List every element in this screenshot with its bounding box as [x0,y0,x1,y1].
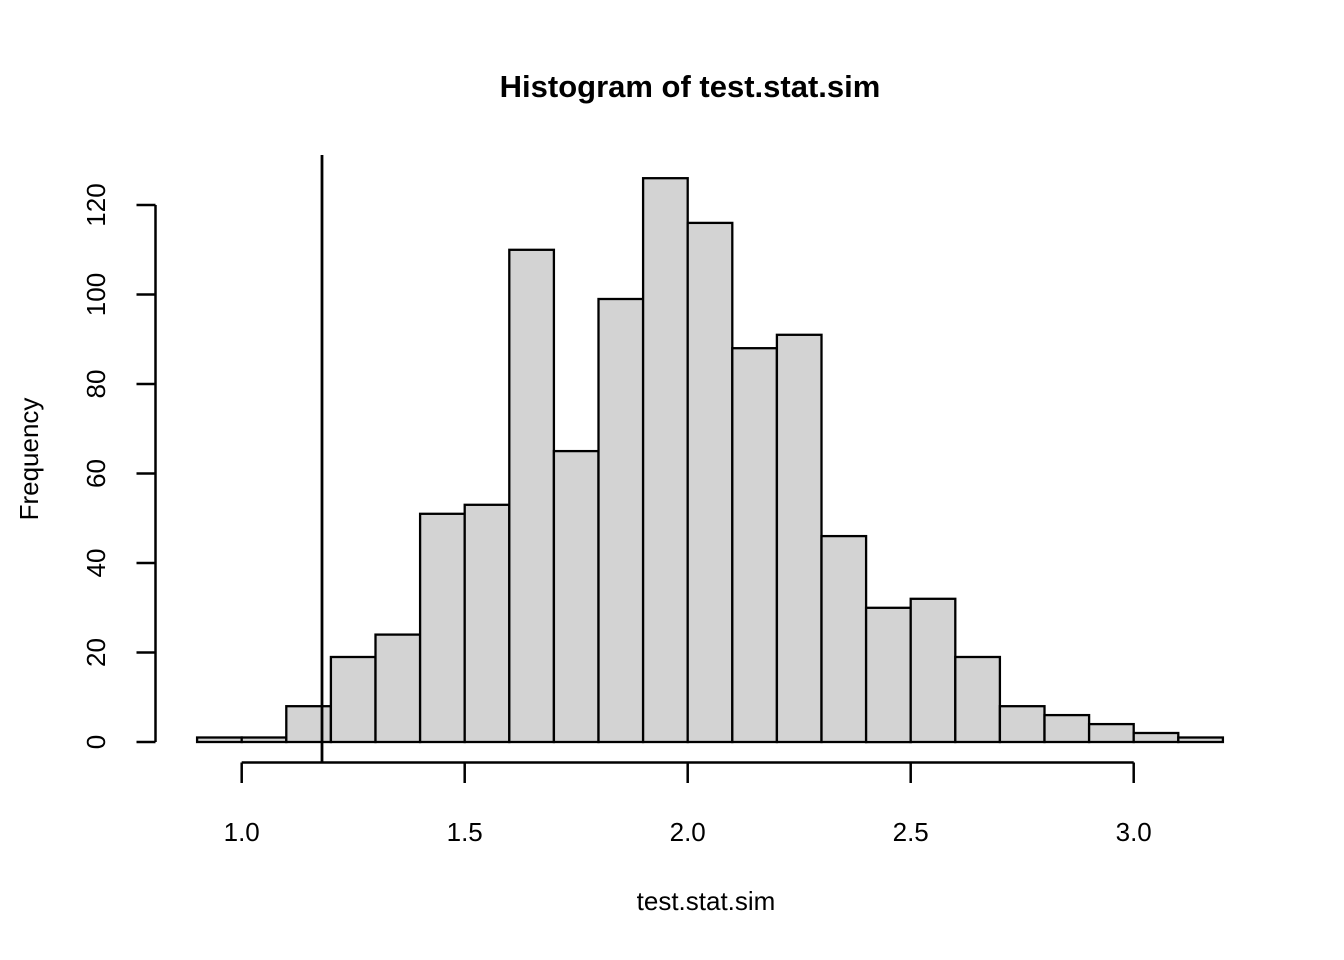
x-tick-label: 1.0 [224,817,260,847]
y-tick-label: 40 [81,549,111,578]
y-axis-label: Frequency [14,398,44,521]
y-tick-label: 60 [81,459,111,488]
histogram-bar [1043,713,1091,744]
histogram-bar [1132,731,1180,744]
histogram-bar [820,534,868,744]
histogram-bar [641,177,689,744]
histogram-bar [240,736,288,744]
histogram-bar [463,503,511,744]
histogram-bar [597,297,645,744]
histogram-bar [954,655,1002,744]
x-tick-label: 3.0 [1116,817,1152,847]
y-tick-label: 20 [81,638,111,667]
x-tick-label: 2.0 [670,817,706,847]
histogram-bars-layer [195,177,1225,744]
histogram-bar [195,736,243,744]
histogram-bar [1177,736,1225,744]
x-tick-label: 2.5 [893,817,929,847]
x-tick-label: 1.5 [447,817,483,847]
histogram-bar [731,347,779,744]
histogram-bar [374,633,422,744]
y-tick-label: 120 [81,183,111,226]
histogram-bar [329,655,377,744]
histogram-bar [508,248,556,744]
y-tick-labels-layer: 0 20 40 60 80 100 120 [81,183,111,749]
axes-layer [136,203,1135,783]
y-tick-label: 80 [81,370,111,399]
x-tick-labels-layer: 1.0 1.5 2.0 2.5 3.0 [224,817,1152,847]
histogram-bar [864,606,912,744]
histogram-bar [1087,722,1135,744]
histogram-bar [552,449,600,744]
histogram-bar [285,705,333,744]
histogram-bar [909,597,957,744]
histogram-bar [686,221,734,744]
chart-title: Histogram of test.stat.sim [500,69,881,104]
histogram-bar [998,705,1046,744]
x-axis-label: test.stat.sim [637,886,776,916]
histogram-bar [418,512,466,744]
y-tick-label: 0 [81,735,111,749]
histogram-bar [775,333,823,744]
y-tick-label: 100 [81,273,111,316]
